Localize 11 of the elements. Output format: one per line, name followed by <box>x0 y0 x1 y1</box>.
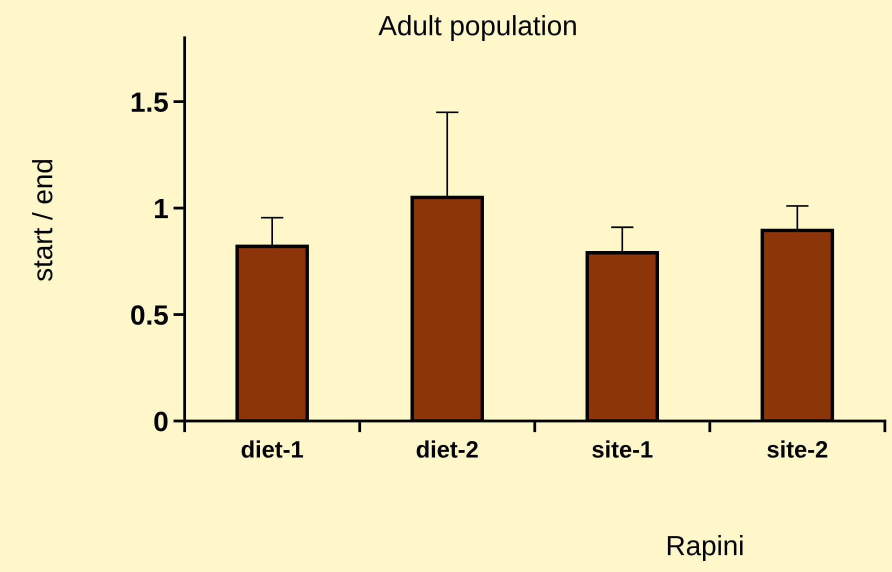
x-tick-label: diet-1 <box>242 440 303 458</box>
y-tick-label: 0 <box>154 412 168 432</box>
chart-title: Adult population <box>378 15 576 41</box>
x-axis-title: Rapini <box>668 535 743 561</box>
y-axis-title: start / end <box>32 160 52 281</box>
x-tick-label: diet-2 <box>416 440 478 458</box>
y-tick-label: 1.5 <box>132 92 168 112</box>
y-tick-label: 1 <box>154 199 168 218</box>
x-tick-label: site-1 <box>592 440 652 458</box>
x-tick-label: site-2 <box>767 440 828 458</box>
y-tick-label: 0.5 <box>131 305 168 325</box>
